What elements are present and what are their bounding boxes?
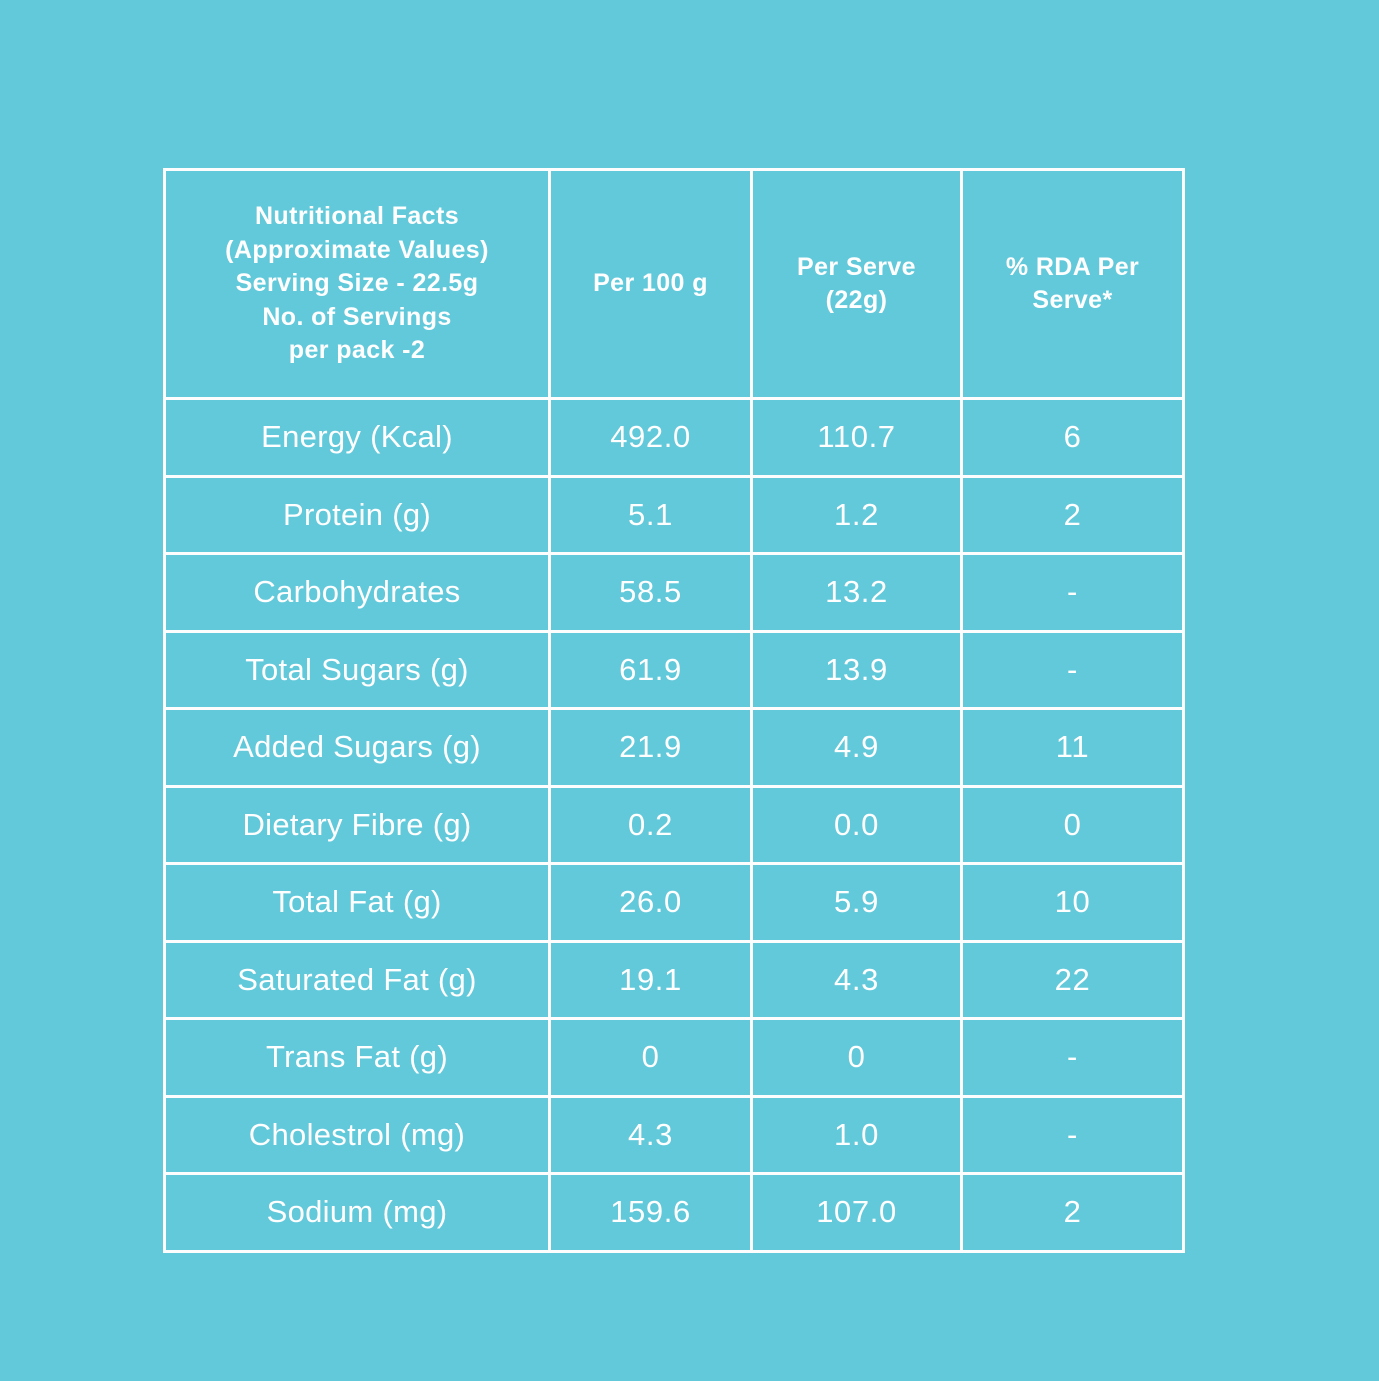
table-row: Total Sugars (g) 61.9 13.9- <box>163 629 1185 710</box>
value-rda-per-serve: 2 <box>960 1172 1185 1253</box>
nutrient-label: Sodium (mg) <box>163 1172 551 1253</box>
value-per-100g: 492.0 <box>548 397 753 478</box>
value-rda-per-serve: 22 <box>960 939 1185 1020</box>
value-rda-per-serve: - <box>960 1017 1185 1098</box>
value-per-serve: 1.2 <box>750 474 963 555</box>
table-row: Carbohydrates 58.5 13.2- <box>163 552 1185 633</box>
nutrient-label: Cholestrol (mg) <box>163 1094 551 1175</box>
value-per-100g: 19.1 <box>548 939 753 1020</box>
nutrient-label: Total Sugars (g) <box>163 629 551 710</box>
value-per-serve: 0 <box>750 1017 963 1098</box>
value-per-serve: 5.9 <box>750 862 963 943</box>
table-row: Protein (g) 5.1 1.2 2 <box>163 474 1185 555</box>
value-per-serve: 110.7 <box>750 397 963 478</box>
value-rda-per-serve: - <box>960 1094 1185 1175</box>
table-row: Cholestrol (mg) 4.3 1.0- <box>163 1094 1185 1175</box>
table-row: Total Fat (g) 26.0 5.9 10 <box>163 862 1185 943</box>
table-row: Dietary Fibre (g) 0.2 0.0 0 <box>163 784 1185 865</box>
value-per-100g: 58.5 <box>548 552 753 633</box>
value-rda-per-serve: 2 <box>960 474 1185 555</box>
value-per-serve: 13.9 <box>750 629 963 710</box>
nutrient-label: Dietary Fibre (g) <box>163 784 551 865</box>
nutrient-label: Energy (Kcal) <box>163 397 551 478</box>
nutrition-facts-table: Nutritional Facts (Approximate Values) S… <box>163 168 1185 1253</box>
value-rda-per-serve: - <box>960 629 1185 710</box>
nutrient-label: Carbohydrates <box>163 552 551 633</box>
value-rda-per-serve: 10 <box>960 862 1185 943</box>
value-per-100g: 61.9 <box>548 629 753 710</box>
value-per-serve: 13.2 <box>750 552 963 633</box>
value-per-100g: 0 <box>548 1017 753 1098</box>
value-per-serve: 4.3 <box>750 939 963 1020</box>
header-row: Nutritional Facts (Approximate Values) S… <box>163 168 1185 400</box>
value-per-100g: 0.2 <box>548 784 753 865</box>
table-info-header: Nutritional Facts (Approximate Values) S… <box>163 168 551 400</box>
nutrient-label: Added Sugars (g) <box>163 707 551 788</box>
column-header-rda-per-serve: % RDA Per Serve* <box>960 168 1185 400</box>
value-per-serve: 107.0 <box>750 1172 963 1253</box>
value-per-100g: 26.0 <box>548 862 753 943</box>
nutrient-label: Trans Fat (g) <box>163 1017 551 1098</box>
value-per-100g: 4.3 <box>548 1094 753 1175</box>
value-per-100g: 21.9 <box>548 707 753 788</box>
value-rda-per-serve: - <box>960 552 1185 633</box>
value-per-serve: 1.0 <box>750 1094 963 1175</box>
table-row: Saturated Fat (g) 19.1 4.3 22 <box>163 939 1185 1020</box>
table-row: Energy (Kcal) 492.0 110.7 6 <box>163 397 1185 478</box>
value-rda-per-serve: 0 <box>960 784 1185 865</box>
nutrient-label: Total Fat (g) <box>163 862 551 943</box>
value-per-100g: 159.6 <box>548 1172 753 1253</box>
value-rda-per-serve: 6 <box>960 397 1185 478</box>
table-row: Added Sugars (g) 21.9 4.9 11 <box>163 707 1185 788</box>
value-rda-per-serve: 11 <box>960 707 1185 788</box>
value-per-100g: 5.1 <box>548 474 753 555</box>
nutrient-label: Saturated Fat (g) <box>163 939 551 1020</box>
column-header-per-serve: Per Serve (22g) <box>750 168 963 400</box>
nutrient-label: Protein (g) <box>163 474 551 555</box>
value-per-serve: 4.9 <box>750 707 963 788</box>
value-per-serve: 0.0 <box>750 784 963 865</box>
table-row: Trans Fat (g) 0 0- <box>163 1017 1185 1098</box>
column-header-per-100g: Per 100 g <box>548 168 753 400</box>
table-row: Sodium (mg) 159.6 107.0 2 <box>163 1172 1185 1253</box>
